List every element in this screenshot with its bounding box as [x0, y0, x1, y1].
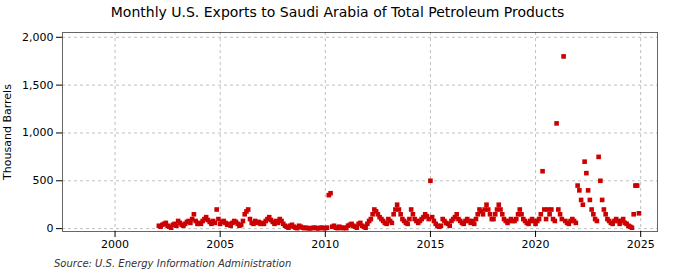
svg-text:1,000: 1,000 — [22, 126, 54, 139]
svg-text:2005: 2005 — [206, 238, 234, 251]
svg-text:500: 500 — [33, 174, 54, 187]
svg-text:0: 0 — [47, 222, 54, 235]
svg-text:2010: 2010 — [311, 238, 339, 251]
svg-text:1,500: 1,500 — [22, 79, 54, 92]
svg-text:2,000: 2,000 — [22, 31, 54, 44]
html-text:Source: U.S. Energy Informatio: Source: U.S. Energy Information Administ… — [54, 258, 292, 269]
svg-text:Thousand Barrels: Thousand Barrels — [1, 84, 14, 181]
svg-text:2015: 2015 — [416, 238, 444, 251]
svg-text:2000: 2000 — [101, 238, 129, 251]
svg-text:2025: 2025 — [627, 238, 655, 251]
svg-text:2020: 2020 — [522, 238, 550, 251]
html-text:Monthly U.S. Exports to Saudi: Monthly U.S. Exports to Saudi Arabia of … — [110, 4, 565, 20]
